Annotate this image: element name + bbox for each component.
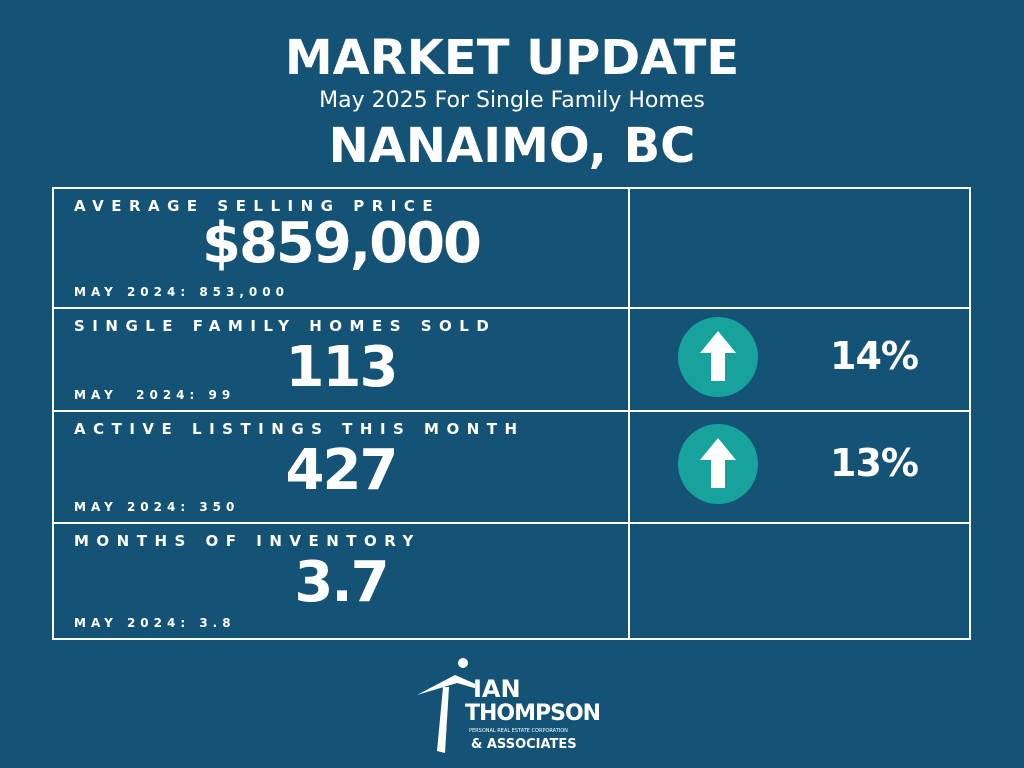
stat-cell: AVERAGE SELLING PRICE $859,000 MAY 2024: 8… bbox=[54, 189, 630, 307]
stat-label: MONTHS OF INVENTORY bbox=[74, 532, 421, 550]
change-percent: 13% bbox=[830, 441, 919, 485]
previous-value: MAY 2024: 350 bbox=[74, 500, 240, 514]
stat-cell: MONTHS OF INVENTORY 3.7 MAY 2024: 3.8 bbox=[54, 524, 630, 638]
stat-value: 427 bbox=[285, 438, 399, 503]
previous-value: MAY 2024: 3.8 bbox=[74, 616, 236, 630]
table-row: MONTHS OF INVENTORY 3.7 MAY 2024: 3.8 bbox=[54, 524, 969, 638]
stat-value: $859,000 bbox=[201, 211, 482, 276]
previous-value: MAY 2024: 853,000 bbox=[74, 285, 289, 299]
stat-cell: ACTIVE LISTINGS THIS MONTH 427 MAY 2024: 3… bbox=[54, 412, 630, 522]
logo-tagline: PERSONAL REAL ESTATE CORPORATION bbox=[469, 728, 568, 734]
arrow bbox=[700, 330, 736, 381]
logo-line2: THOMPSON bbox=[465, 701, 601, 726]
stat-label: AVERAGE SELLING PRICE bbox=[74, 197, 441, 215]
table-row: ACTIVE LISTINGS THIS MONTH 427 MAY 2024: 3… bbox=[54, 412, 969, 524]
up-arrow-icon bbox=[678, 424, 758, 504]
previous-value: MAY 2024: 99 bbox=[74, 388, 236, 402]
stat-cell: SINGLE FAMILY HOMES SOLD 113 MAY 2024: 99 bbox=[54, 309, 630, 410]
subtitle: May 2025 For Single Family Homes bbox=[319, 88, 705, 113]
stat-label: ACTIVE LISTINGS THIS MONTH bbox=[74, 420, 525, 438]
table-row: SINGLE FAMILY HOMES SOLD 113 MAY 2024: 99 1… bbox=[54, 309, 969, 412]
stat-value: 3.7 bbox=[294, 550, 389, 615]
logo-line3: & ASSOCIATES bbox=[471, 737, 577, 752]
logo: IAN THOMPSON PERSONAL REAL ESTATE CORPOR… bbox=[415, 655, 615, 760]
title: MARKET UPDATE bbox=[284, 30, 740, 86]
table-row: AVERAGE SELLING PRICE $859,000 MAY 2024: 8… bbox=[54, 189, 969, 309]
up-arrow-icon bbox=[678, 316, 758, 397]
stat-value: 113 bbox=[285, 335, 399, 400]
location: NANAIMO, BC bbox=[328, 118, 696, 174]
stat-label: SINGLE FAMILY HOMES SOLD bbox=[74, 317, 497, 335]
logo-figure bbox=[417, 658, 475, 753]
change-percent: 14% bbox=[830, 333, 919, 378]
arrow bbox=[700, 438, 736, 488]
logo-line1: IAN bbox=[473, 675, 521, 703]
stats-table: AVERAGE SELLING PRICE $859,000 MAY 2024: 8… bbox=[52, 187, 971, 640]
